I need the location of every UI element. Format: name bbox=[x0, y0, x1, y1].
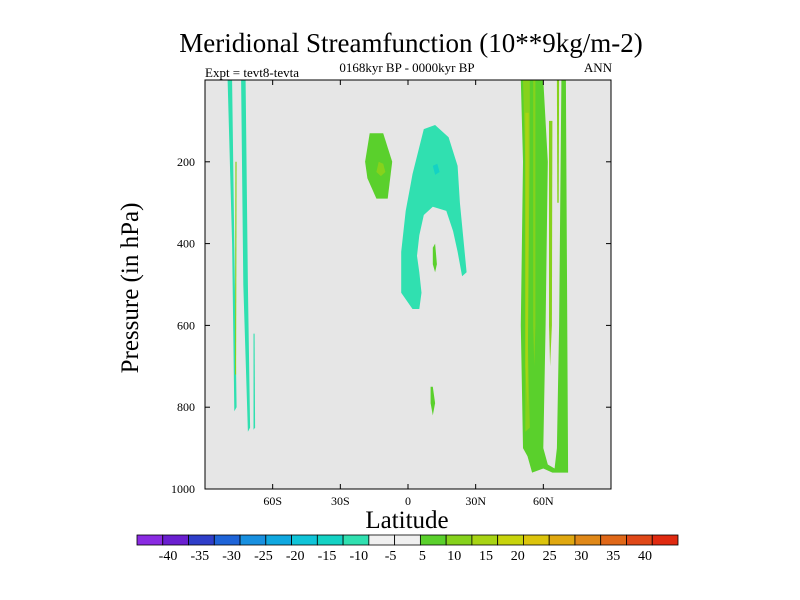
x-tick-label: 30S bbox=[331, 494, 350, 508]
colorbar-label: 5 bbox=[419, 549, 426, 564]
contour-region-7 bbox=[376, 161, 386, 177]
colorbar-label: -40 bbox=[159, 549, 178, 564]
contour-region-2 bbox=[253, 333, 256, 430]
y-axis-label: Pressure (in hPa) bbox=[117, 203, 144, 374]
colorbar-swatch bbox=[471, 534, 499, 546]
y-tick-label: 400 bbox=[177, 237, 195, 251]
contour-region-0 bbox=[227, 80, 237, 412]
colorbar-swatch bbox=[497, 534, 524, 546]
colorbar-swatch bbox=[316, 534, 344, 546]
colorbar-label: -35 bbox=[190, 549, 209, 564]
colorbar-label: -5 bbox=[385, 549, 397, 564]
x-tick-label: 0 bbox=[405, 494, 411, 508]
contour-region-9 bbox=[430, 386, 436, 416]
colorbar-label: 40 bbox=[638, 549, 652, 564]
y-tick-label: 200 bbox=[177, 155, 195, 169]
colorbar-swatch bbox=[445, 534, 473, 546]
plot-area bbox=[204, 79, 612, 490]
y-tick-label: 1000 bbox=[171, 482, 195, 496]
colorbar-label: 25 bbox=[543, 549, 557, 564]
colorbar-swatch bbox=[600, 534, 627, 546]
contour-region-10 bbox=[520, 80, 569, 473]
season-label: ANN bbox=[584, 60, 613, 75]
colorbar-label: 15 bbox=[479, 549, 493, 564]
y-tick-label: 600 bbox=[177, 318, 195, 332]
contour-region-5 bbox=[432, 163, 440, 175]
colorbar-swatch bbox=[523, 534, 550, 546]
contour-region-3 bbox=[235, 161, 237, 375]
contour-region-1 bbox=[241, 80, 251, 432]
colorbar-label: 20 bbox=[511, 549, 525, 564]
colorbar-label: 10 bbox=[447, 549, 461, 564]
colorbar-swatch bbox=[342, 534, 370, 546]
colorbar-swatch bbox=[419, 534, 447, 546]
colorbar: -40 -35 -30 -25 -20 -15 -10 -5 5 10 15 20 25 30 35 40 bbox=[136, 534, 679, 564]
colorbar-swatch bbox=[162, 534, 189, 546]
contour-region-4 bbox=[401, 125, 467, 309]
colorbar-swatch bbox=[368, 534, 396, 546]
x-tick-label: 30N bbox=[465, 494, 486, 508]
colorbar-label: -25 bbox=[254, 549, 273, 564]
x-tick-label: 60N bbox=[533, 494, 554, 508]
colorbar-swatch bbox=[626, 534, 653, 546]
colorbar-swatch bbox=[213, 534, 241, 546]
x-axis: 60S 30S 0 30N 60N bbox=[263, 80, 554, 508]
colorbar-label: 30 bbox=[574, 549, 588, 564]
colorbar-label: 35 bbox=[606, 549, 620, 564]
x-tick-label: 60S bbox=[263, 494, 282, 508]
colorbar-swatch bbox=[239, 534, 267, 546]
colorbar-swatch bbox=[188, 534, 215, 546]
period-label: 0168kyr BP - 0000kyr BP bbox=[339, 60, 474, 75]
y-tick-label: 800 bbox=[177, 400, 195, 414]
colorbar-swatch bbox=[574, 534, 602, 546]
contour-region-12 bbox=[525, 112, 529, 408]
colorbar-label: -10 bbox=[349, 549, 368, 564]
colorbar-swatch bbox=[265, 534, 292, 546]
colorbar-swatch bbox=[136, 534, 164, 546]
colorbar-label: -20 bbox=[286, 549, 305, 564]
contour-region-8 bbox=[432, 243, 437, 273]
x-axis-label: Latitude bbox=[365, 507, 448, 534]
colorbar-swatch bbox=[548, 534, 576, 546]
colorbar-swatch bbox=[651, 534, 679, 546]
colorbar-label: -15 bbox=[318, 549, 337, 564]
colorbar-label: -30 bbox=[222, 549, 241, 564]
contour-region-14 bbox=[549, 120, 553, 367]
contour-region-15 bbox=[556, 80, 560, 203]
experiment-label: Expt = tevt8-tevta bbox=[205, 65, 299, 80]
colorbar-swatch bbox=[394, 534, 421, 546]
colorbar-swatch bbox=[291, 534, 318, 546]
contour-region-13 bbox=[533, 80, 536, 367]
y-axis: 200 400 600 800 1000 bbox=[171, 155, 611, 496]
chart-title: Meridional Streamfunction (10**9kg/m-2) bbox=[179, 28, 642, 58]
